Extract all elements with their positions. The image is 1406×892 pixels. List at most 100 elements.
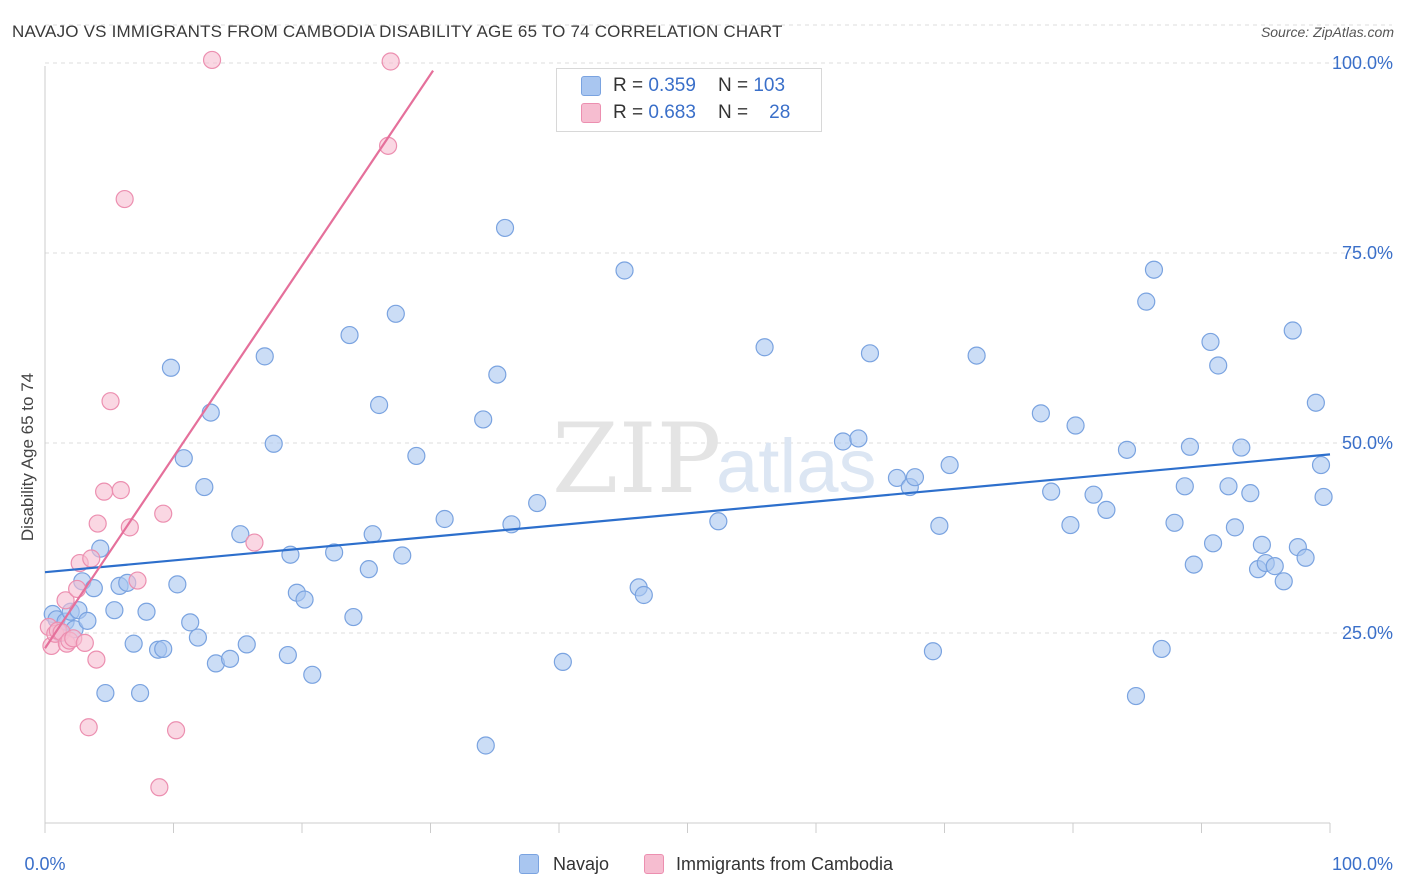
navajo-point [634, 585, 653, 605]
navajo-point [1097, 500, 1116, 519]
navajo-point [359, 560, 378, 579]
navajo-point [1241, 484, 1260, 503]
cambodia-point [82, 549, 101, 568]
navajo-point [264, 434, 283, 453]
navajo-point [905, 468, 925, 487]
regression-layer [44, 69, 1331, 649]
navajo-point [860, 344, 880, 363]
bottom-cambodia-swatch [644, 854, 664, 874]
navajo-point [325, 543, 344, 562]
navajo-point [849, 429, 868, 448]
bottom-legend-navajo: Navajo [519, 852, 609, 876]
cambodia-point [95, 482, 114, 501]
navajo-point [1296, 548, 1315, 567]
navajo-point [1219, 477, 1238, 496]
navajo-point [78, 611, 97, 630]
navajo-point [370, 395, 389, 415]
navajo-point [168, 575, 187, 594]
navajo-point [1152, 639, 1171, 659]
navajo-point [174, 449, 193, 468]
navajo-point [1042, 482, 1061, 501]
navajo-r-label: R = [613, 75, 644, 96]
navajo-point [615, 261, 634, 280]
navajo-point [181, 613, 200, 632]
cambodia-point [68, 579, 87, 599]
navajo-point [474, 410, 493, 429]
navajo-point [1306, 393, 1325, 412]
cambodia-point [87, 650, 106, 669]
chart-title: NAVAJO VS IMMIGRANTS FROM CAMBODIA DISAB… [12, 22, 783, 41]
navajo-point [495, 218, 515, 238]
navajo-point [161, 358, 181, 377]
navajo-point [363, 525, 382, 544]
navajo-point [278, 645, 297, 665]
points-layer [39, 50, 1333, 797]
navajo-point [755, 338, 774, 357]
navajo-point [201, 403, 220, 422]
navajo-point [1144, 260, 1164, 279]
bottom-cambodia-label: Immigrants from Cambodia [676, 853, 894, 874]
cambodia-point [381, 52, 400, 71]
navajo-point [231, 525, 250, 544]
navajo-point [137, 602, 156, 621]
cambodia-point [202, 50, 222, 70]
y-tick-label: 100.0% [1332, 53, 1393, 73]
x-tick-label: 0.0% [24, 854, 65, 874]
navajo-point [833, 432, 853, 451]
legend-row-cambodia: R = 0.683 N = 28 [581, 101, 790, 125]
cambodia-point [88, 514, 107, 533]
navajo-point [930, 516, 949, 535]
navajo-point [1225, 518, 1245, 537]
navajo-swatch [581, 76, 601, 96]
navajo-point [220, 649, 240, 668]
y-tick-label: 75.0% [1342, 243, 1393, 263]
navajo-n-label: N = [717, 75, 749, 96]
navajo-point [188, 628, 208, 647]
cambodia-point [150, 778, 169, 797]
navajo-r-value: 0.359 [648, 75, 696, 96]
navajo-point [84, 579, 103, 598]
navajo-n-value: 103 [753, 75, 786, 96]
cambodia-point [101, 392, 120, 411]
navajo-point [1126, 686, 1146, 706]
navajo-point [1084, 485, 1103, 504]
navajo-point [237, 635, 256, 654]
navajo-point [553, 652, 572, 671]
y-axis-title: Disability Age 65 to 74 [18, 373, 37, 541]
navajo-point [1265, 557, 1284, 576]
navajo-point [887, 468, 907, 488]
navajo-point [528, 493, 547, 513]
legend-row-navajo: R = 0.359 N = 103 [581, 74, 785, 98]
navajo-point [709, 512, 728, 531]
navajo-point [195, 477, 214, 497]
navajo-point [1314, 487, 1333, 507]
navajo-point [1175, 477, 1194, 496]
navajo-point [1283, 321, 1302, 340]
navajo-point [303, 665, 322, 684]
navajo-point [407, 446, 426, 466]
bottom-navajo-swatch [519, 854, 539, 874]
navajo-point [1031, 404, 1050, 423]
axis-layer [44, 66, 1331, 833]
navajo-point [435, 509, 454, 529]
navajo-point [1180, 437, 1200, 456]
cambodia-trend-line [44, 69, 434, 649]
navajo-point [154, 639, 173, 659]
cambodia-swatch [581, 103, 601, 123]
cambodia-point [128, 571, 147, 590]
tick-label-layer: 25.0% 50.0% 75.0% 100.0% 0.0% 100.0% Disabilit… [18, 53, 1393, 874]
navajo-point [940, 455, 959, 475]
navajo-point [1137, 292, 1156, 311]
stats-legend: R = 0.359 N = 103 R = 0.683 N = 28 [556, 68, 822, 132]
cambodia-point [79, 718, 98, 737]
navajo-point [1203, 534, 1223, 553]
navajo-point [1311, 455, 1331, 475]
bottom-legend-cambodia: Immigrants from Cambodia [644, 852, 893, 876]
navajo-point [1061, 515, 1080, 535]
navajo-point [923, 642, 943, 661]
navajo-point [96, 683, 115, 703]
cambodia-point [154, 504, 173, 523]
navajo-point [1117, 440, 1137, 459]
navajo-point [1232, 438, 1251, 457]
